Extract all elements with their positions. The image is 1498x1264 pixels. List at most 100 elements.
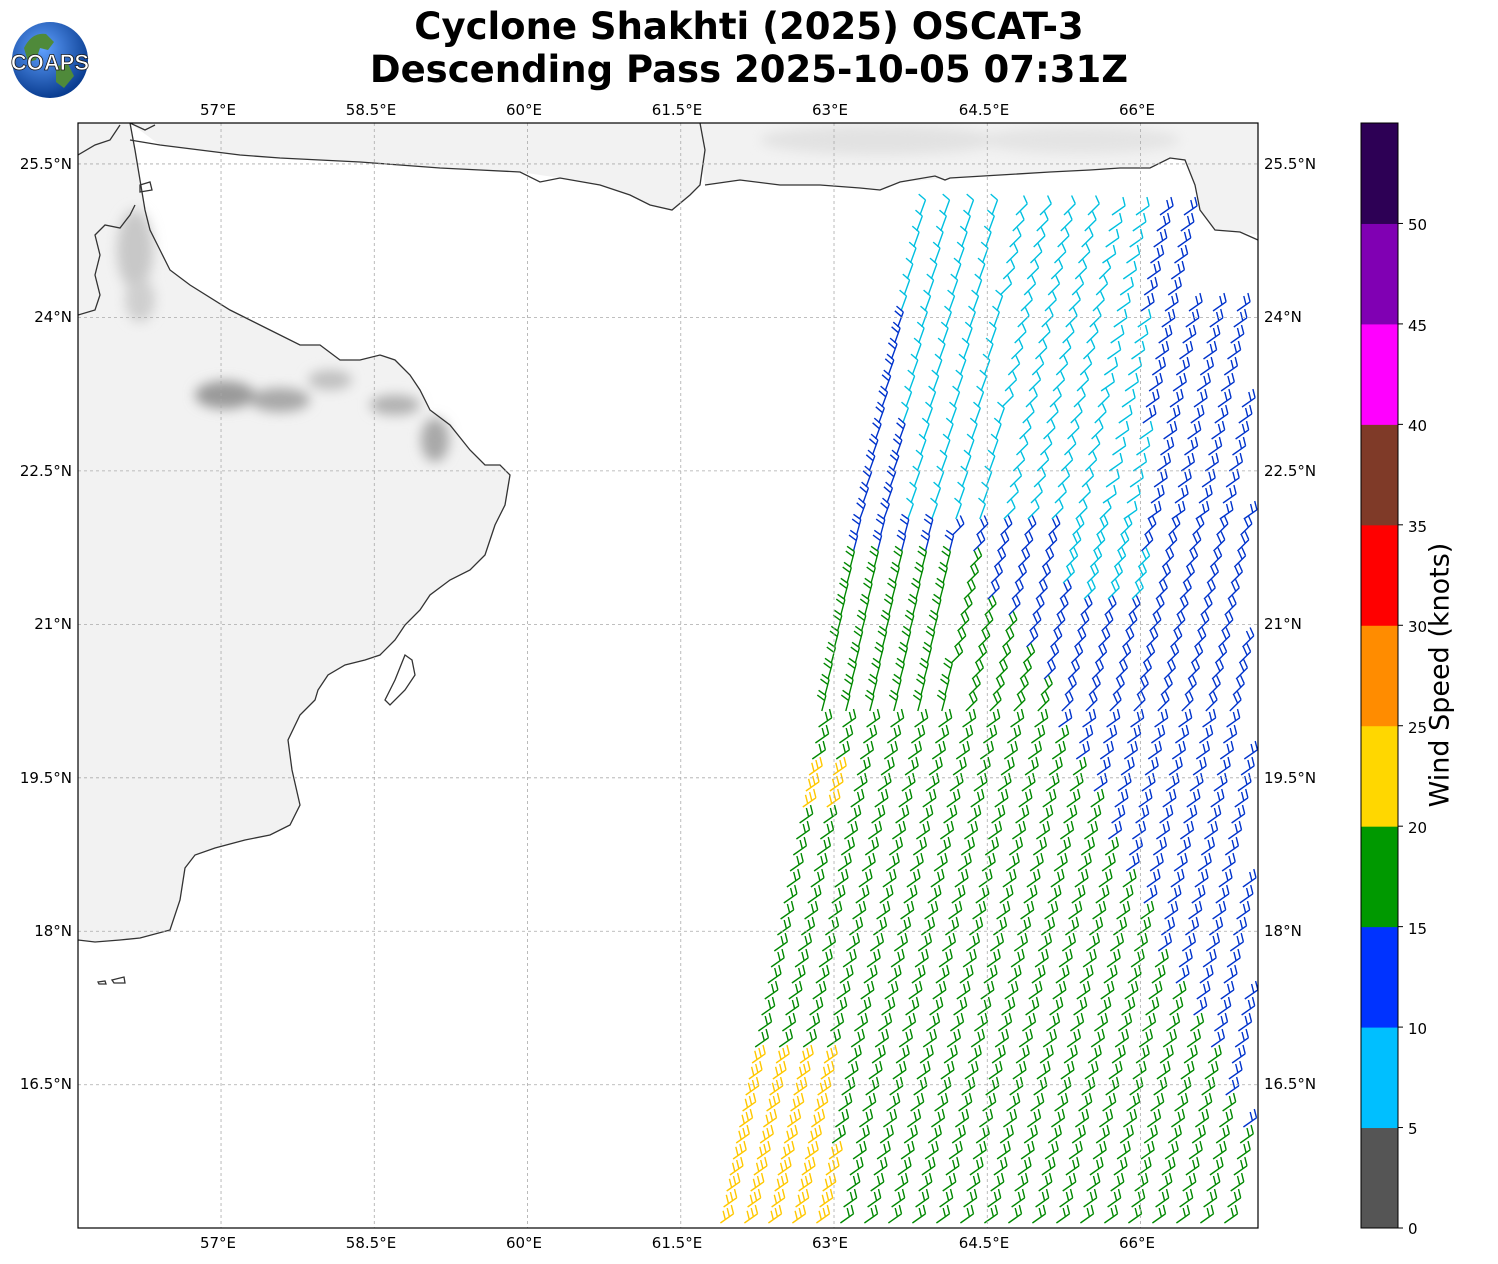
wind-barb — [1161, 308, 1176, 328]
wind-barb — [911, 225, 920, 248]
wind-barb — [772, 1060, 787, 1080]
wind-barb — [1061, 932, 1077, 952]
wind-barb — [1182, 1172, 1197, 1192]
wind-barb — [1232, 436, 1247, 456]
wind-barb — [936, 836, 952, 856]
wind-barb — [940, 673, 950, 696]
wind-barb — [1090, 1028, 1106, 1048]
wind-barb — [1236, 900, 1251, 920]
wind-barb — [1175, 356, 1191, 376]
wind-barb — [1087, 1044, 1102, 1064]
wind-barb — [1015, 1044, 1030, 1064]
wind-barb — [1173, 852, 1188, 872]
wind-barb — [1145, 996, 1160, 1016]
wind-barb — [1002, 1108, 1018, 1128]
wind-barb — [1054, 483, 1067, 504]
wind-barb — [1168, 756, 1183, 776]
wind-barb — [815, 1204, 831, 1224]
wind-barb — [1127, 1204, 1143, 1224]
wind-barb — [919, 804, 934, 824]
wind-barb — [859, 740, 875, 760]
wind-barb — [1036, 1060, 1051, 1080]
wind-barb — [987, 579, 1000, 600]
lat-tick-19.5: 19.5°N — [20, 769, 72, 787]
wind-barb — [1056, 595, 1069, 616]
wind-barb — [944, 305, 952, 328]
wind-barb — [1170, 260, 1186, 280]
wind-barb — [818, 708, 833, 728]
wind-barb — [1233, 308, 1248, 328]
wind-barb — [1197, 611, 1210, 632]
wind-barb — [1119, 276, 1134, 296]
wind-barb — [925, 1012, 941, 1032]
wind-barb — [1219, 500, 1234, 520]
wind-barb — [750, 1172, 765, 1192]
wind-barb — [791, 964, 806, 984]
wind-barb — [924, 1140, 939, 1160]
wind-barb — [886, 724, 902, 744]
wind-barb — [1161, 547, 1175, 568]
wind-barb — [814, 1092, 829, 1112]
wind-barb — [850, 1028, 866, 1048]
lon-tick-66: 66°E — [1119, 101, 1155, 119]
wind-barb — [723, 1188, 738, 1208]
wind-barb — [949, 772, 964, 792]
wind-barb — [1148, 980, 1163, 1000]
wind-barb — [816, 689, 827, 712]
wind-barb — [1090, 788, 1105, 808]
wind-barb — [913, 337, 922, 360]
wind-barb — [1098, 868, 1113, 888]
wind-barb — [976, 385, 985, 408]
wind-barb — [1222, 484, 1237, 504]
wind-barb — [836, 980, 851, 1000]
wind-barb — [1231, 804, 1246, 824]
wind-barb — [1239, 884, 1254, 904]
wind-barb — [923, 289, 932, 312]
wind-barb — [1078, 483, 1091, 504]
wind-barb — [1098, 627, 1111, 648]
wind-barb — [1182, 324, 1197, 344]
wind-barb — [1208, 916, 1224, 936]
wind-barb — [1227, 340, 1242, 360]
wind-barb — [987, 820, 1003, 840]
wind-barb — [1097, 996, 1112, 1016]
wind-barb — [799, 804, 814, 824]
wind-barb — [937, 1076, 952, 1096]
wind-barb — [879, 884, 894, 904]
wind-barb — [887, 577, 897, 600]
wind-barb — [1116, 1140, 1131, 1160]
wind-barb — [1058, 708, 1073, 728]
wind-barb — [1030, 724, 1046, 744]
wind-barb — [1151, 1204, 1167, 1224]
wind-barb — [1227, 579, 1240, 600]
wind-barb — [1096, 515, 1109, 536]
wind-barb — [1080, 836, 1096, 856]
wind-barb — [1218, 1108, 1234, 1128]
wind-barb — [993, 417, 1002, 440]
wind-barb — [838, 1092, 853, 1112]
wind-barb — [1156, 1060, 1171, 1080]
wind-barb — [867, 820, 883, 840]
wind-barb — [753, 1156, 768, 1176]
wind-barb — [1115, 420, 1130, 440]
wind-barb — [899, 513, 910, 536]
wind-barb — [1126, 724, 1142, 744]
wind-barb — [1177, 468, 1192, 488]
wind-barb — [1059, 339, 1072, 360]
wind-barb — [970, 1028, 986, 1048]
colorbar-segment — [1361, 625, 1398, 727]
wind-barb — [978, 627, 991, 648]
wind-barb — [1130, 708, 1145, 728]
wind-barb — [1018, 1028, 1034, 1048]
wind-barb — [883, 593, 894, 616]
wind-barb — [1078, 724, 1094, 744]
wind-barb — [1036, 211, 1049, 232]
wind-barb — [982, 353, 991, 376]
wind-barb — [878, 385, 889, 408]
wind-barb — [1210, 1028, 1226, 1048]
wind-barb — [1135, 196, 1150, 216]
wind-barb — [940, 1060, 955, 1080]
wind-barb — [1062, 563, 1076, 584]
wind-barb — [965, 691, 978, 712]
